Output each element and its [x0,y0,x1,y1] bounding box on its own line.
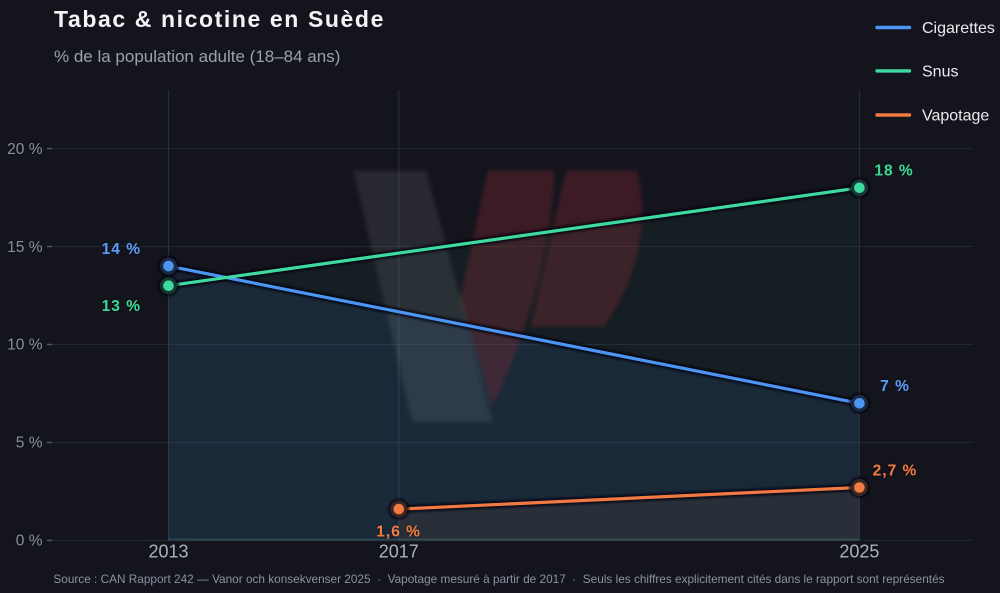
svg-text:Cigarettes: Cigarettes [922,20,995,37]
svg-text:Vapotage: Vapotage [922,108,989,125]
svg-text:Source : CAN Rapport 242 — Van: Source : CAN Rapport 242 — Vanor och kon… [53,572,944,586]
svg-text:7 %: 7 % [880,378,910,395]
svg-text:0 %: 0 % [16,533,43,550]
svg-text:Snus: Snus [922,63,958,80]
svg-text:2,7 %: 2,7 % [873,463,918,480]
svg-text:18 %: 18 % [874,163,913,180]
svg-text:2017: 2017 [379,542,419,562]
svg-text:14 %: 14 % [102,241,141,258]
svg-text:2013: 2013 [148,542,188,562]
svg-text:5 %: 5 % [16,435,43,452]
svg-text:20 %: 20 % [7,141,43,158]
svg-text:10 %: 10 % [7,337,43,354]
svg-text:2025: 2025 [839,542,879,562]
svg-text:% de la population adulte (18–: % de la population adulte (18–84 ans) [54,47,340,66]
svg-text:1,6 %: 1,6 % [376,524,421,541]
svg-text:13 %: 13 % [102,298,141,315]
svg-text:15 %: 15 % [7,239,43,256]
svg-text:Tabac & nicotine en Suède: Tabac & nicotine en Suède [54,6,385,32]
